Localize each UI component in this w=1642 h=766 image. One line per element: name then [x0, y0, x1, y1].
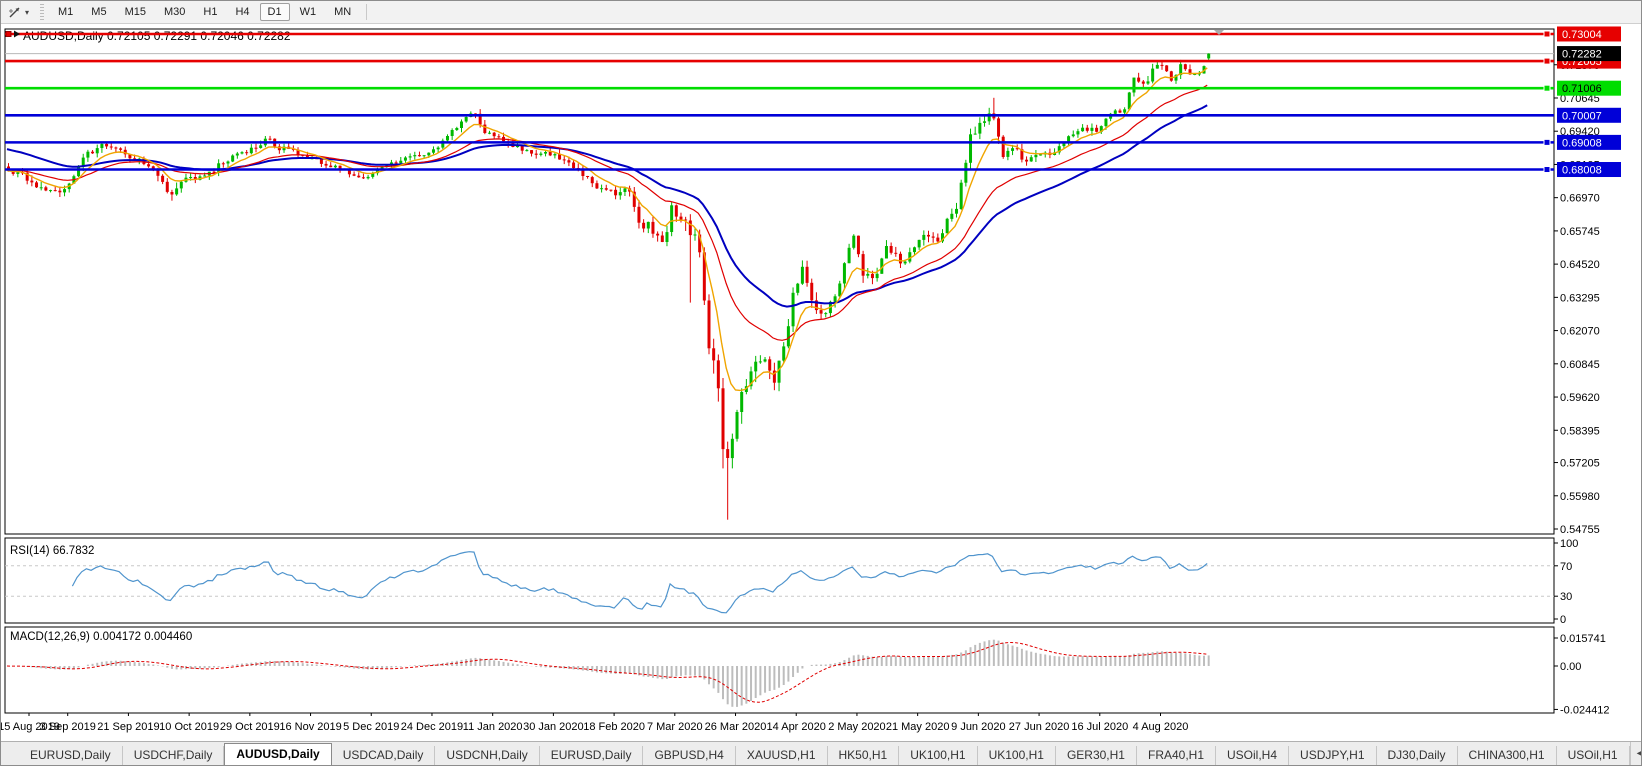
- chart-tab[interactable]: EURUSD,Daily: [540, 746, 644, 765]
- chart-tab[interactable]: UK100,H1: [978, 746, 1056, 765]
- svg-text:70: 70: [1560, 561, 1572, 573]
- macd-signal-line: [6, 641, 1208, 703]
- tf-button-d1[interactable]: D1: [259, 3, 290, 21]
- svg-text:21 May 2020: 21 May 2020: [886, 721, 950, 733]
- tf-button-m15[interactable]: M15: [124, 6, 146, 18]
- chart-tab[interactable]: USDCHF,Daily: [123, 746, 225, 765]
- svg-text:0: 0: [1560, 614, 1566, 626]
- svg-text:7 Mar 2020: 7 Mar 2020: [647, 721, 703, 733]
- macd-label: MACD(12,26,9) 0.004172 0.004460: [10, 631, 192, 643]
- svg-text:4 Aug 2020: 4 Aug 2020: [1133, 721, 1189, 733]
- svg-text:16 Jul 2020: 16 Jul 2020: [1071, 721, 1128, 733]
- svg-text:0.59620: 0.59620: [1560, 392, 1600, 404]
- svg-text:0.015741: 0.015741: [1560, 633, 1606, 645]
- chart-area[interactable]: AUDUSD,Daily 0.72105 0.72291 0.72046 0.7…: [1, 24, 1641, 741]
- tf-button-mn[interactable]: MN: [334, 6, 352, 18]
- chart-tab-active[interactable]: AUDUSD,Daily: [224, 743, 332, 765]
- svg-text:3 Sep 2019: 3 Sep 2019: [40, 721, 96, 733]
- chart-objects[interactable]: 0.718700.706450.694200.681950.669700.657…: [1, 26, 1621, 733]
- cursor-tool-icon: [9, 7, 20, 18]
- svg-text:15 Aug 2019: 15 Aug 2019: [1, 721, 60, 733]
- chart-tab[interactable]: DJ30,Daily: [1377, 746, 1458, 765]
- svg-text:0.60845: 0.60845: [1560, 359, 1600, 371]
- svg-text:21 Sep 2019: 21 Sep 2019: [97, 721, 159, 733]
- chart-tab[interactable]: EURUSD,Daily: [19, 746, 123, 765]
- chart-tab[interactable]: GBPUSD,H4: [643, 746, 736, 765]
- chart-title: AUDUSD,Daily 0.72105 0.72291 0.72046 0.7…: [23, 29, 291, 43]
- svg-text:0.65745: 0.65745: [1560, 226, 1600, 238]
- svg-text:0.72282: 0.72282: [1562, 49, 1602, 61]
- svg-text:0.68008: 0.68008: [1562, 165, 1602, 177]
- chart-tab[interactable]: USDCNH,Daily: [435, 746, 540, 765]
- svg-text:9 Jun 2020: 9 Jun 2020: [951, 721, 1005, 733]
- tf-button-h1[interactable]: H1: [203, 6, 218, 18]
- tf-button-h4[interactable]: H4: [235, 6, 250, 18]
- svg-text:14 Apr 2020: 14 Apr 2020: [767, 721, 826, 733]
- chart-tab[interactable]: XAUUSD,H1: [736, 746, 828, 765]
- level-lines: [5, 30, 1554, 174]
- price-chart-canvas[interactable]: AUDUSD,Daily 0.72105 0.72291 0.72046 0.7…: [1, 24, 1642, 743]
- svg-text:0.71006: 0.71006: [1562, 83, 1602, 95]
- svg-text:0.72005: 0.72005: [1562, 56, 1602, 68]
- chart-tab[interactable]: GER30,H1: [1056, 746, 1137, 765]
- svg-text:0.73004: 0.73004: [1562, 29, 1602, 41]
- svg-text:11 Jan 2020: 11 Jan 2020: [463, 721, 523, 733]
- rsi-label: RSI(14) 66.7832: [10, 545, 94, 557]
- tf-button-m5[interactable]: M5: [91, 6, 107, 18]
- svg-text:0.70007: 0.70007: [1562, 110, 1602, 122]
- rsi-line: [71, 551, 1208, 614]
- chart-tab[interactable]: USOil,H1: [1557, 746, 1630, 765]
- svg-text:30 Jan 2020: 30 Jan 2020: [523, 721, 584, 733]
- svg-text:5 Dec 2019: 5 Dec 2019: [343, 721, 399, 733]
- price-axis: 0.718700.706450.694200.681950.669700.657…: [1554, 60, 1610, 716]
- svg-text:0.70645: 0.70645: [1560, 93, 1600, 105]
- tf-button-m30[interactable]: M30: [163, 6, 186, 18]
- toolbar-drag-handle[interactable]: [40, 4, 45, 20]
- svg-text:0.63295: 0.63295: [1560, 292, 1600, 304]
- svg-text:18 Feb 2020: 18 Feb 2020: [583, 721, 645, 733]
- svg-text:27 Jun 2020: 27 Jun 2020: [1009, 721, 1070, 733]
- svg-text:0.69008: 0.69008: [1562, 137, 1602, 149]
- svg-text:0.64520: 0.64520: [1560, 259, 1600, 271]
- svg-text:16 Nov 2019: 16 Nov 2019: [279, 721, 341, 733]
- svg-text:24 Dec 2019: 24 Dec 2019: [401, 721, 463, 733]
- svg-text:-0.024412: -0.024412: [1560, 704, 1610, 716]
- chart-tab[interactable]: UK100,H1: [899, 746, 978, 765]
- timeframe-toolbar: ▾ M1 M5 M15 M30 H1 H4 D1 W1 MN: [1, 1, 1641, 24]
- svg-text:0.54755: 0.54755: [1560, 524, 1600, 536]
- toolbar-separator: [366, 4, 368, 20]
- svg-text:26 Mar 2020: 26 Mar 2020: [705, 721, 767, 733]
- svg-text:29 Oct 2019: 29 Oct 2019: [220, 721, 280, 733]
- svg-text:0.57205: 0.57205: [1560, 458, 1600, 470]
- chart-tab[interactable]: USDJPY,H1: [1289, 746, 1377, 765]
- chart-tab[interactable]: FRA40,H1: [1137, 746, 1217, 765]
- tab-scroll-left-icon[interactable]: ◂: [1636, 748, 1642, 759]
- svg-text:2 May 2020: 2 May 2020: [828, 721, 885, 733]
- chart-tab[interactable]: CHINA300,H1: [1458, 746, 1557, 765]
- chart-tab[interactable]: USOil,H4: [1216, 746, 1290, 765]
- tab-scroll-controls: ◂ ▸: [1629, 742, 1642, 765]
- svg-text:0.55980: 0.55980: [1560, 491, 1600, 503]
- candles: [7, 53, 1211, 520]
- chart-tab[interactable]: HK50,H1: [828, 746, 900, 765]
- cursor-tool-button[interactable]: ▾: [4, 4, 33, 20]
- svg-text:0.00: 0.00: [1560, 661, 1581, 673]
- svg-text:0.58395: 0.58395: [1560, 425, 1600, 437]
- tf-button-m1[interactable]: M1: [58, 6, 74, 18]
- macd-histogram: [12, 639, 1210, 707]
- svg-text:0.62070: 0.62070: [1560, 326, 1600, 338]
- svg-text:30: 30: [1560, 591, 1572, 603]
- chevron-down-icon: ▾: [25, 7, 30, 17]
- chart-tabs-bar: EURUSD,Daily USDCHF,Daily AUDUSD,Daily U…: [1, 741, 1641, 765]
- svg-text:0.66970: 0.66970: [1560, 193, 1600, 205]
- svg-text:10 Oct 2019: 10 Oct 2019: [159, 721, 219, 733]
- svg-text:100: 100: [1560, 538, 1578, 550]
- chart-tab[interactable]: USDCAD,Daily: [332, 746, 436, 765]
- tf-button-w1[interactable]: W1: [299, 6, 317, 18]
